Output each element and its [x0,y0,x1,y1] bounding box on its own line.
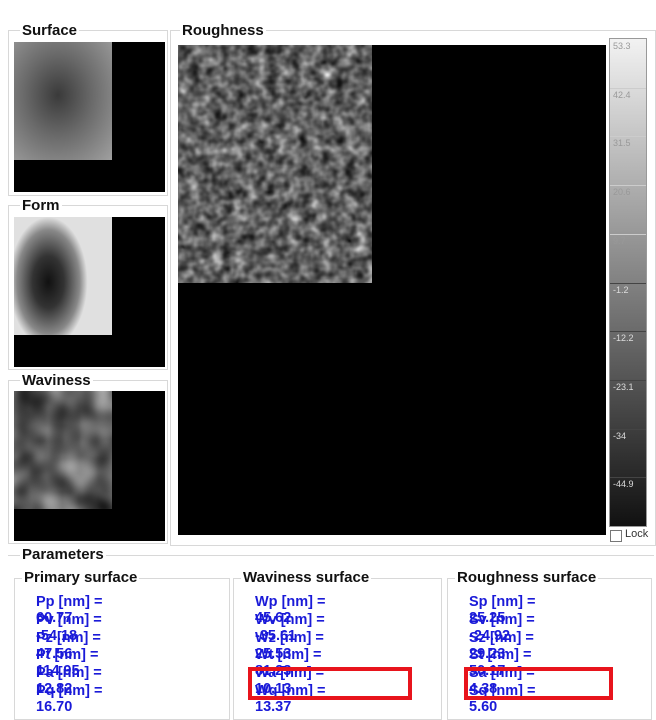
colorbar-divider [610,283,646,284]
lock-checkbox[interactable] [610,530,622,542]
parameter-name: St [nm] = [469,647,531,663]
colorbar-divider [610,136,646,137]
colorbar-divider [610,429,646,430]
colorbar-label: 9.7 [613,236,626,246]
parameter-name: Pp [nm] = [36,594,102,610]
form-image [14,217,165,367]
colorbar-label: 31.5 [613,138,631,148]
highlight-box [248,667,412,700]
colorbar: 53.3 42.4 31.5 20.6 9.7 -1.2 -12.2 -23.1 -34 -44.… [609,38,647,527]
colorbar-label: -34 [613,431,626,441]
colorbar-label: -12.2 [613,333,634,343]
colorbar-label: -23.1 [613,382,634,392]
section-title: Parameters [20,546,106,563]
colorbar-divider [610,88,646,89]
group-title: Roughness surface [455,569,598,586]
roughness-image [178,45,606,535]
parameter-name: Sv [nm] = [469,612,535,628]
group-title: Primary surface [22,569,139,586]
app-window: Surface Form Waviness Roughness 53.3 42.4… [0,0,656,707]
roughness-map [178,45,372,283]
surface-image [14,42,165,192]
colorbar-divider [610,331,646,332]
surface-map [14,42,112,160]
colorbar-label: -44.9 [613,479,634,489]
lock-label[interactable]: Lock [625,528,648,540]
parameter-name: Pt [nm] = [36,647,98,663]
colorbar-divider [610,380,646,381]
parameter-name: Wz [nm] = [255,630,324,646]
colorbar-divider [610,185,646,186]
colorbar-divider [610,477,646,478]
panel-label: Waviness [20,372,93,389]
parameter-name: Wv [nm] = [255,612,325,628]
panel-label: Roughness [180,22,266,39]
colorbar-label: -1.2 [613,285,629,295]
parameter-name: Wt [nm] = [255,647,321,663]
parameter-value: 5.60 [469,699,535,715]
colorbar-divider [610,234,646,235]
parameter-value: 16.70 [36,699,102,715]
form-map [14,217,112,335]
parameter-name: Wp [nm] = [255,594,325,610]
waviness-map [14,391,112,509]
colorbar-label: 42.4 [613,90,631,100]
parameter-name: Sp [nm] = [469,594,535,610]
parameter-name: Pa [nm] = [36,665,102,681]
parameter-row: Pq [nm] =16.70 [36,683,102,715]
panel-label: Surface [20,22,79,39]
parameter-name: Pz [nm] = [36,630,101,646]
parameter-name: Sz [nm] = [469,630,534,646]
panel-label: Form [20,197,62,214]
parameter-name: Pq [nm] = [36,683,102,699]
parameter-name: Pv [nm] = [36,612,102,628]
highlight-box [464,667,613,700]
group-title: Waviness surface [241,569,371,586]
waviness-image [14,391,165,541]
parameter-value: 13.37 [255,699,325,715]
colorbar-label: 20.6 [613,187,631,197]
colorbar-label: 53.3 [613,41,631,51]
